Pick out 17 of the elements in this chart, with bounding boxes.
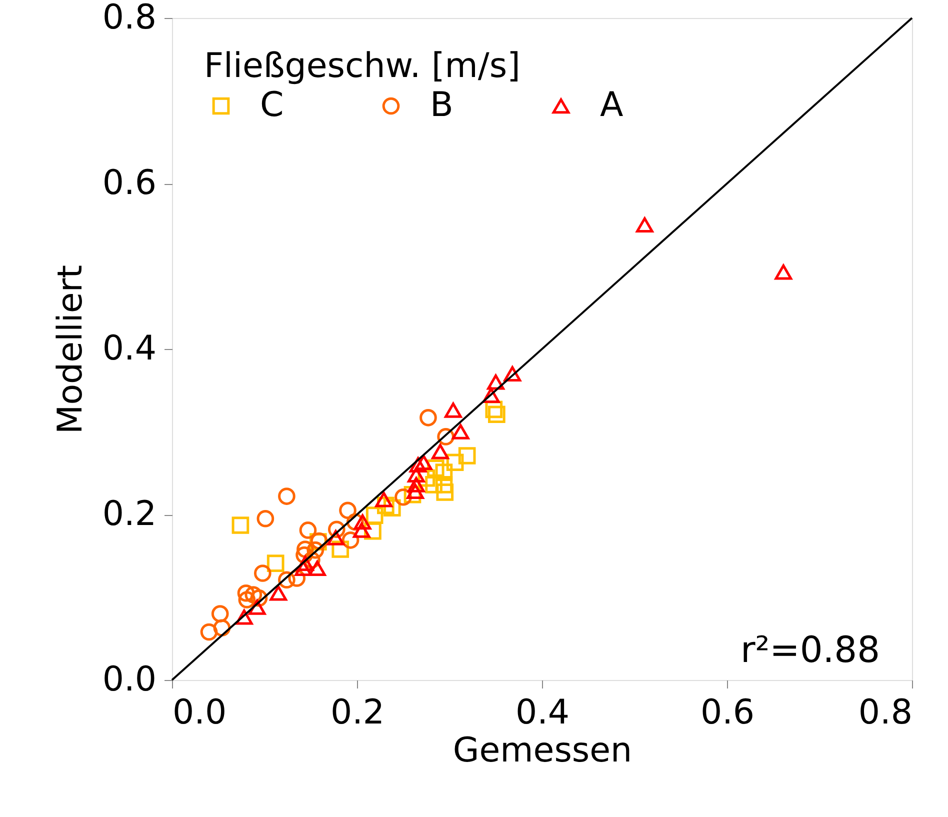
y-tick-label: 0.2 [102, 494, 156, 534]
x-tick-label: 0.2 [330, 692, 385, 732]
y-tick-label: 0.8 [102, 0, 156, 38]
x-tick-label: 0.6 [700, 692, 755, 732]
legend-label: C [260, 85, 284, 125]
x-tick-label: 0.0 [172, 692, 227, 732]
x-tick-label: 0.8 [858, 692, 912, 732]
legend-label: B [430, 85, 454, 125]
y-tick-label: 0.4 [102, 328, 156, 368]
y-axis-title: Modelliert [50, 264, 90, 434]
legend-title: Fließgeschw. [m/s] [204, 46, 520, 86]
x-axis-title: Gemessen [452, 730, 632, 770]
y-tick-label: 0.6 [102, 163, 156, 203]
y-tick-label: 0.0 [102, 660, 156, 700]
legend-label: A [600, 85, 624, 125]
annotation: r²=0.88 [740, 630, 880, 671]
x-tick-label: 0.4 [515, 692, 570, 732]
